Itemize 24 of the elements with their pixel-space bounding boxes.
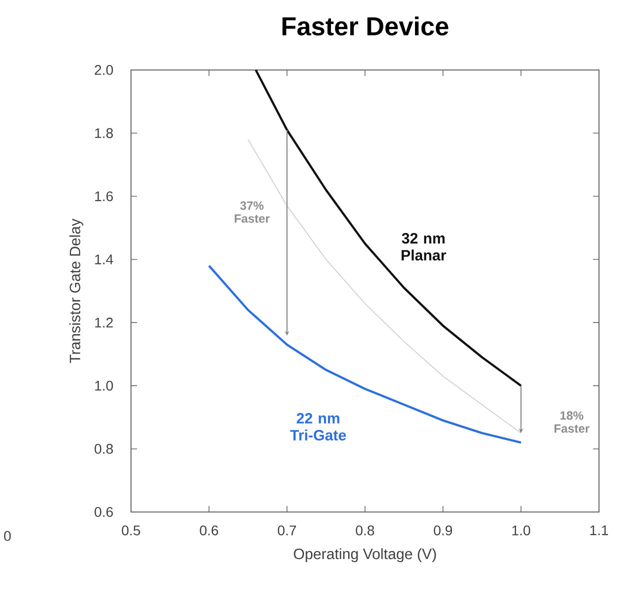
x-tick-label: 1.1: [590, 526, 608, 536]
x-tick-label: 0.5: [122, 525, 140, 536]
y-tick-label: 1.6: [95, 191, 113, 202]
text: 22 nm Tri-Gate: [290, 412, 346, 440]
line-series: [208, 264, 522, 444]
y-tick-label: 1.8: [95, 128, 113, 138]
y-tick-label: 0.6: [94, 507, 113, 517]
x-tick-label: 1.0: [512, 525, 530, 536]
y-tick-label: 0.8: [94, 444, 113, 454]
x-axis-title: Operating Voltage (V): [294, 548, 436, 562]
y-tick-label: 2.0: [94, 65, 113, 75]
series-label: 32 nm Planar: [402, 233, 446, 261]
x-tick-label: 0.7: [278, 525, 296, 536]
y-tick-label: 1.4: [95, 254, 114, 264]
y-axis-title: Transistor Gate Delay: [69, 218, 84, 364]
annotation: 18% Faster: [554, 411, 590, 433]
x-tick-label: 0.6: [200, 525, 218, 536]
chart-title: Faster Device: [282, 16, 448, 36]
annotation: 37% Faster: [234, 201, 270, 223]
x-tick-label: 0.9: [434, 525, 452, 536]
text: 0: [4, 531, 11, 541]
x-tick-label: 0.8: [356, 525, 374, 536]
y-tick-label: 1.0: [95, 380, 113, 391]
y-tick-label: 1.2: [95, 318, 113, 328]
